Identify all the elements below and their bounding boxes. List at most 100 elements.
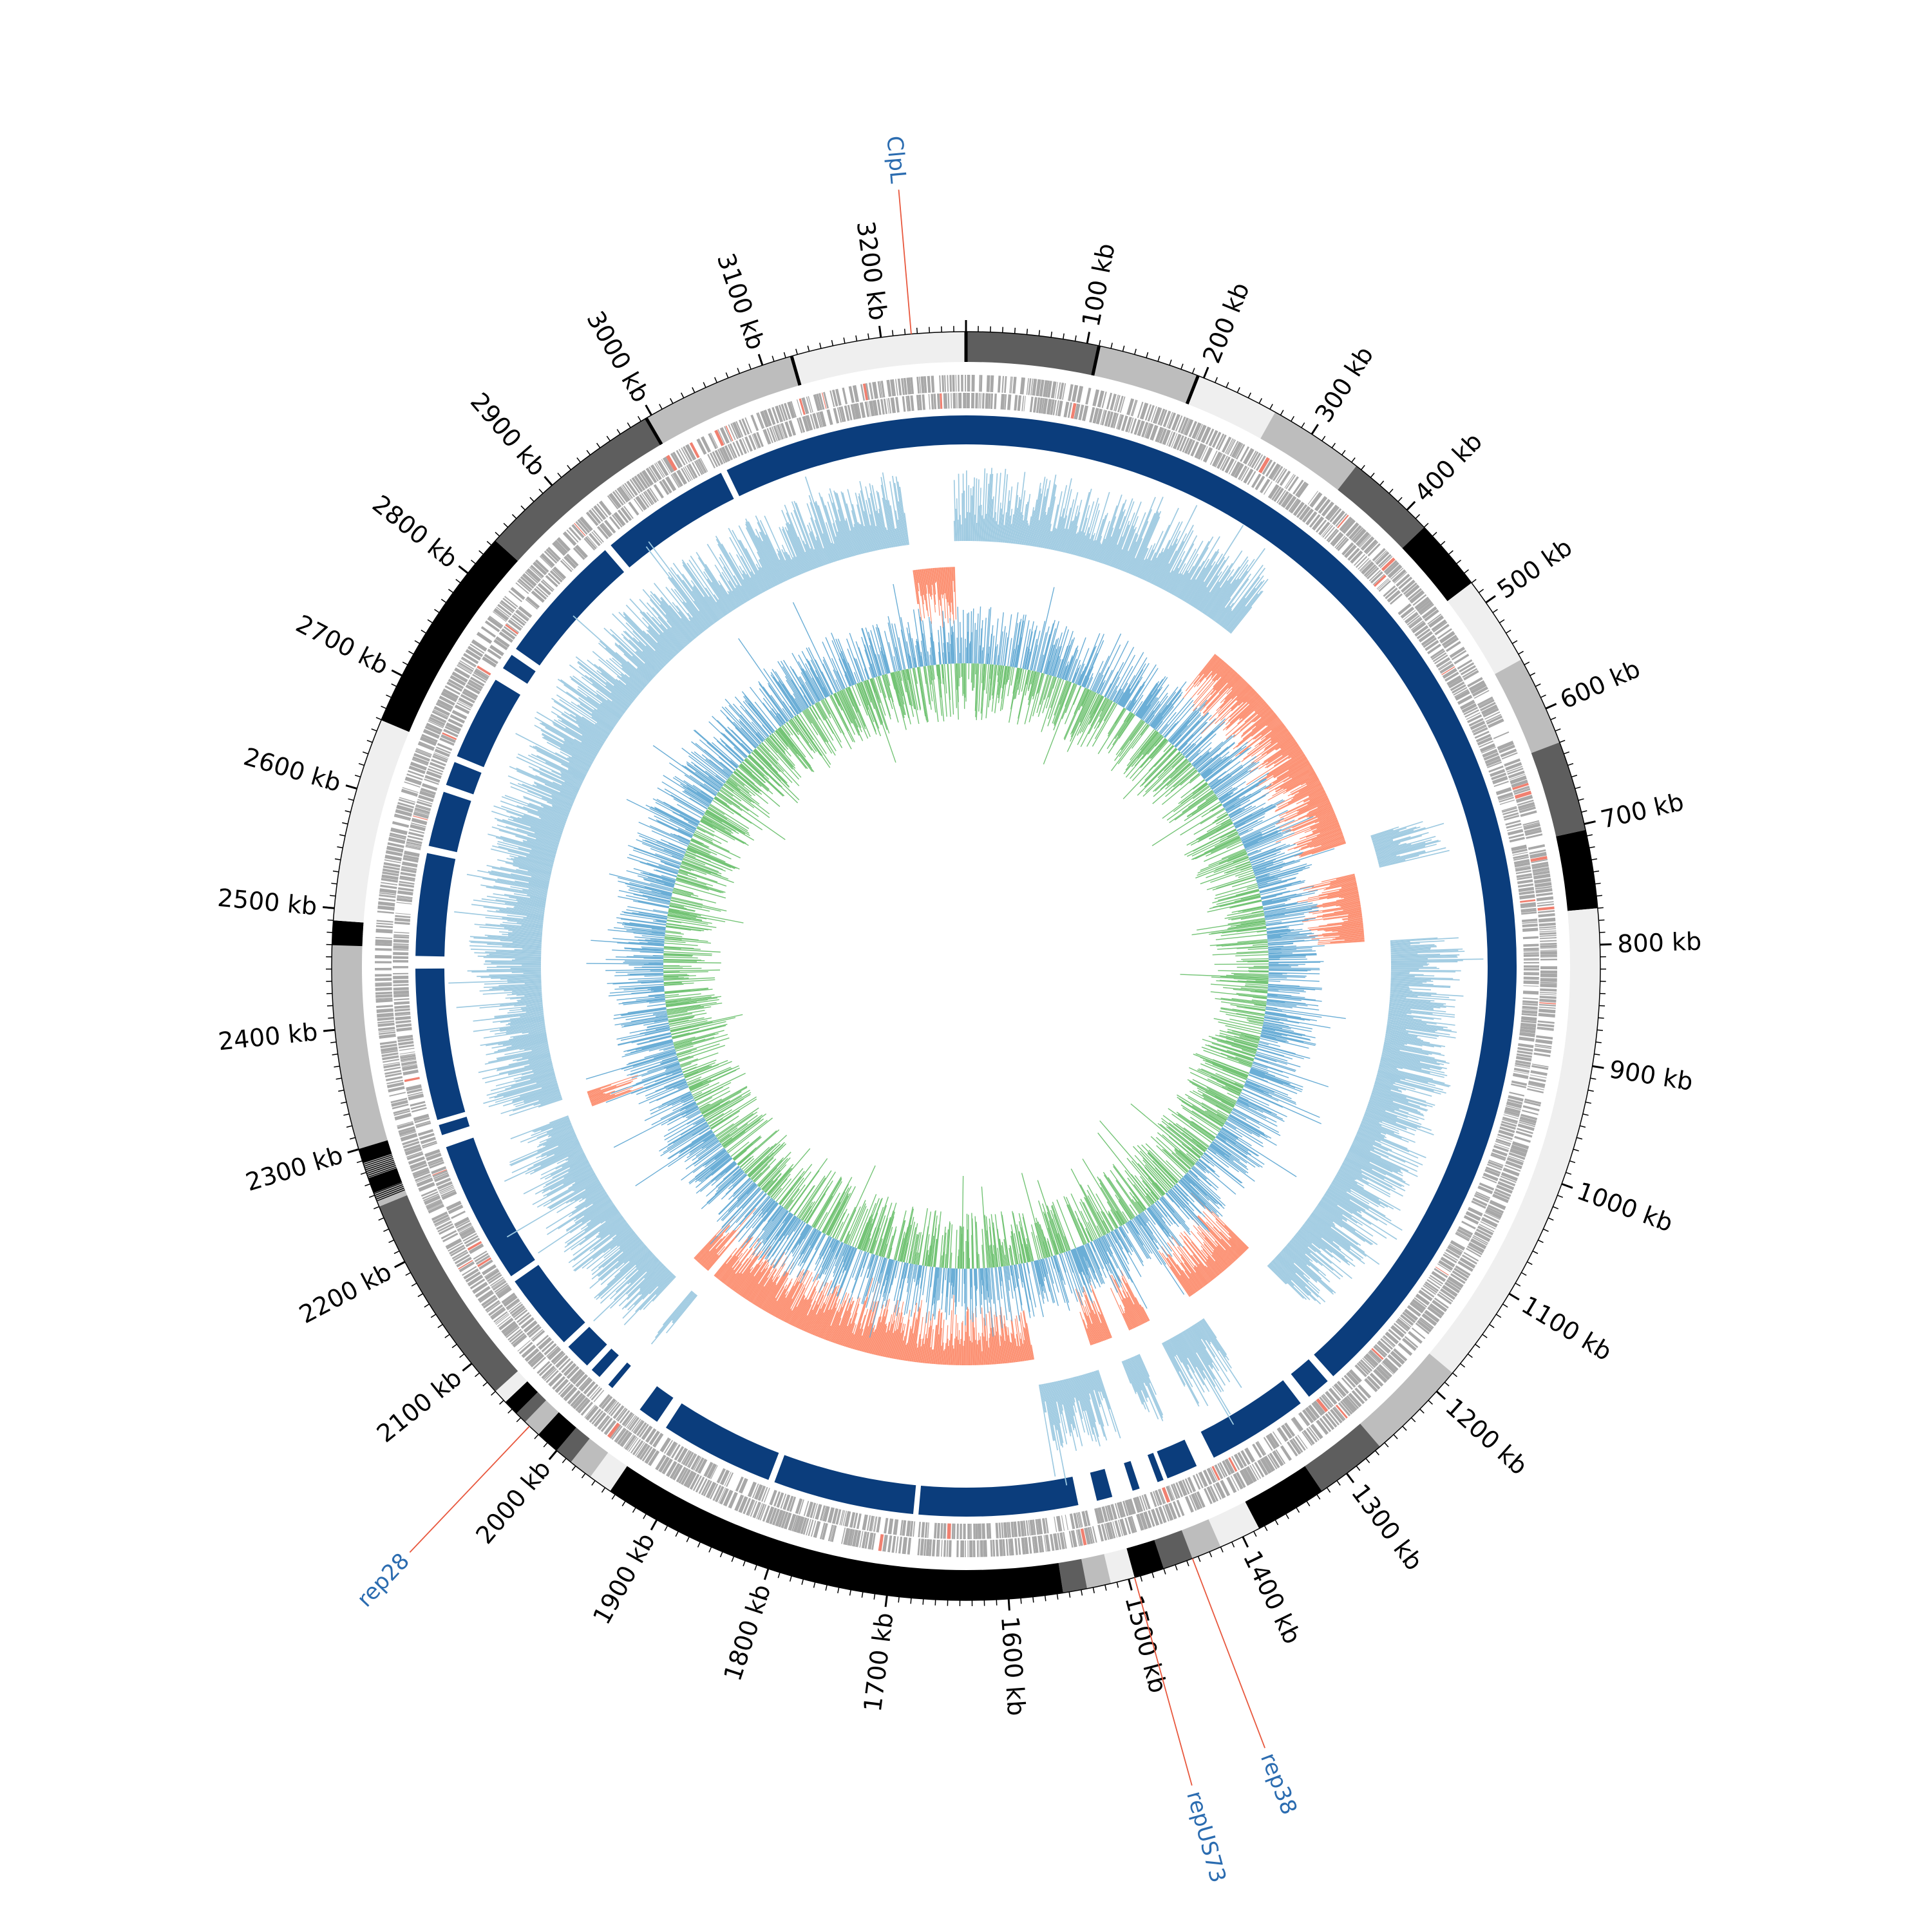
cds-feature <box>1426 1279 1441 1289</box>
skew-positive-bar <box>1068 499 1083 554</box>
cds-feature <box>404 1144 421 1152</box>
cds-feature <box>618 486 630 502</box>
cds-feature <box>1488 765 1504 773</box>
minor-tick <box>459 1353 465 1358</box>
cds-feature <box>1418 1318 1434 1331</box>
cds-feature <box>482 656 497 668</box>
cds-feature <box>1470 683 1487 694</box>
cds-feature <box>1205 428 1215 445</box>
cds-feature <box>530 564 544 578</box>
cds-feature <box>673 471 683 487</box>
cds-feature <box>1390 1325 1405 1338</box>
cds-feature <box>703 1481 712 1497</box>
cds-feature <box>448 679 464 690</box>
cds-feature <box>1458 1226 1473 1236</box>
cds-feature <box>422 728 440 739</box>
skew-positive-bar <box>1064 521 1073 553</box>
cds-feature <box>1367 567 1379 580</box>
cds-feature <box>1379 556 1393 569</box>
cds-feature <box>601 1396 613 1410</box>
cds-feature <box>850 404 856 420</box>
cds-feature <box>1085 388 1092 405</box>
cds-feature <box>1463 1215 1479 1225</box>
cds-feature <box>545 574 558 587</box>
cds-feature <box>1435 657 1451 668</box>
cds-feature <box>735 1476 744 1492</box>
major-tick <box>394 1261 406 1269</box>
cds-feature <box>1524 1098 1542 1104</box>
cds-feature <box>632 1440 644 1455</box>
cds-feature <box>1486 759 1502 767</box>
skew-negative-bar <box>1193 656 1220 688</box>
contig-hairline <box>374 1184 403 1197</box>
cds-feature <box>628 501 639 516</box>
skew-positive-bar <box>978 506 980 542</box>
cds-feature <box>851 1530 858 1547</box>
cds-feature <box>1076 386 1084 403</box>
skew-positive-bar <box>1226 580 1265 630</box>
skew-positive-bar <box>1077 532 1085 556</box>
cds-feature <box>598 1394 611 1408</box>
cds-feature <box>812 413 820 429</box>
skew-positive-bar <box>1213 548 1265 621</box>
cds-feature <box>923 1539 927 1556</box>
minor-tick <box>1599 1005 1605 1007</box>
cds-feature <box>535 559 549 573</box>
cds-feature <box>486 1272 501 1282</box>
cds-feature <box>415 806 431 811</box>
cds-feature <box>377 1020 395 1024</box>
cds-feature <box>508 1302 522 1312</box>
cds-feature <box>419 790 435 799</box>
cds-feature <box>397 1121 413 1127</box>
cds-feature <box>512 1334 527 1348</box>
cds-feature <box>977 1523 982 1539</box>
cds-feature <box>921 1522 925 1538</box>
cds-feature <box>813 1520 821 1539</box>
cds-feature <box>435 1218 451 1227</box>
cds-feature <box>788 1513 797 1531</box>
cds-feature <box>1480 701 1496 712</box>
skew-positive-bar <box>1182 536 1220 601</box>
skew-positive-bar <box>1161 572 1171 589</box>
cds-feature <box>969 375 971 392</box>
cds-feature <box>1414 625 1429 637</box>
cds-feature <box>1077 1529 1082 1546</box>
cds-feature <box>1504 1112 1519 1117</box>
cds-feature <box>1350 550 1363 564</box>
cds-feature <box>1010 1521 1014 1538</box>
skew-positive-bar <box>1009 524 1012 544</box>
contig-hairline <box>421 639 448 656</box>
cds-feature <box>1441 666 1455 676</box>
skew-positive-bar <box>1048 504 1059 549</box>
cds-feature <box>475 1255 491 1265</box>
skew-negative-bar <box>1211 659 1222 672</box>
cds-feature <box>469 676 485 687</box>
contig-hairline <box>333 920 364 924</box>
cds-feature <box>379 1041 397 1045</box>
cds-feature <box>1354 1364 1367 1378</box>
cds-feature <box>1446 641 1461 652</box>
cds-feature <box>706 1463 717 1479</box>
cds-feature <box>1455 1265 1471 1276</box>
cds-feature <box>1316 1419 1329 1435</box>
skew-positive-bar <box>1039 511 1046 548</box>
cds-feature <box>1287 476 1299 491</box>
cds-feature <box>573 547 585 560</box>
cds-feature <box>1291 1416 1304 1432</box>
cds-feature <box>465 649 482 661</box>
cds-feature <box>887 1518 894 1535</box>
cds-feature <box>1314 496 1328 512</box>
cds-feature <box>1059 1532 1065 1549</box>
minor-tick <box>345 810 351 813</box>
cds-feature <box>439 696 455 706</box>
skew-negative-bar <box>1233 704 1268 735</box>
skew-positive-bar <box>1086 533 1095 559</box>
cds-feature <box>1437 1263 1452 1273</box>
cds-feature <box>752 1483 759 1499</box>
cds-feature <box>672 1464 683 1481</box>
cds-feature <box>462 690 477 701</box>
cds-feature <box>488 1304 504 1316</box>
cds-feature <box>692 462 701 477</box>
cds-feature <box>518 578 533 591</box>
cds-feature <box>432 755 448 763</box>
